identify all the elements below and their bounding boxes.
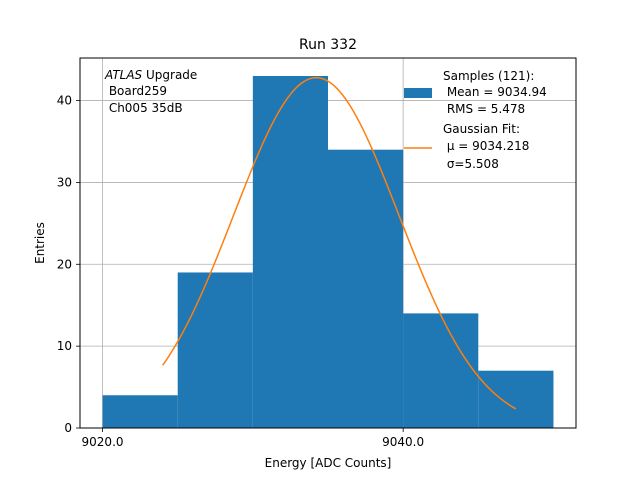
- legend-fit-line-2: μ = 9034.218: [443, 139, 529, 153]
- annotation-experiment: ATLAS: [104, 68, 143, 82]
- legend-samples-line-3: RMS = 5.478: [443, 102, 525, 116]
- annotation-line-3: Ch005 35dB: [105, 101, 183, 115]
- annotation: ATLAS Upgrade Board259 Ch005 35dB: [104, 68, 197, 115]
- annotation-line-1: ATLAS Upgrade: [104, 68, 197, 82]
- y-tick-label: 30: [57, 175, 72, 189]
- histogram-bar: [478, 370, 554, 428]
- legend-samples-swatch: [404, 88, 432, 98]
- y-axis-ticks: 0 10 20 30 40: [57, 94, 80, 435]
- legend-samples-line-2: Mean = 9034.94: [443, 85, 547, 99]
- histogram-bar: [328, 149, 404, 429]
- histogram-bar: [177, 272, 253, 428]
- legend: Samples (121): Mean = 9034.94 RMS = 5.47…: [404, 69, 547, 171]
- x-axis-label: Energy [ADC Counts]: [265, 456, 392, 470]
- plot-frame: [79, 57, 577, 429]
- x-tick-label: 9020.0: [82, 435, 124, 449]
- annotation-experiment-suffix: Upgrade: [142, 68, 197, 82]
- histogram-bars: [102, 76, 554, 429]
- chart-title: Run 332: [299, 37, 357, 53]
- legend-fit-line-3: σ=5.508: [443, 157, 499, 171]
- legend-fit-line-1: Gaussian Fit:: [443, 122, 520, 136]
- y-tick-label: 40: [57, 94, 72, 108]
- y-tick-label: 20: [57, 257, 72, 271]
- histogram-bar: [403, 313, 479, 428]
- histogram-bar: [102, 395, 178, 428]
- histogram-bar: [252, 76, 328, 428]
- x-axis-ticks: 9020.0 9040.0: [82, 428, 424, 449]
- annotation-line-2: Board259: [105, 84, 167, 98]
- x-tick-label: 9040.0: [382, 435, 424, 449]
- gaussian-fit: [162, 76, 517, 410]
- fit-curve: [162, 76, 517, 410]
- y-tick-label: 0: [64, 421, 72, 435]
- legend-samples-line-1: Samples (121):: [443, 69, 534, 83]
- y-tick-label: 10: [57, 339, 72, 353]
- y-axis-label: Entries: [33, 222, 47, 264]
